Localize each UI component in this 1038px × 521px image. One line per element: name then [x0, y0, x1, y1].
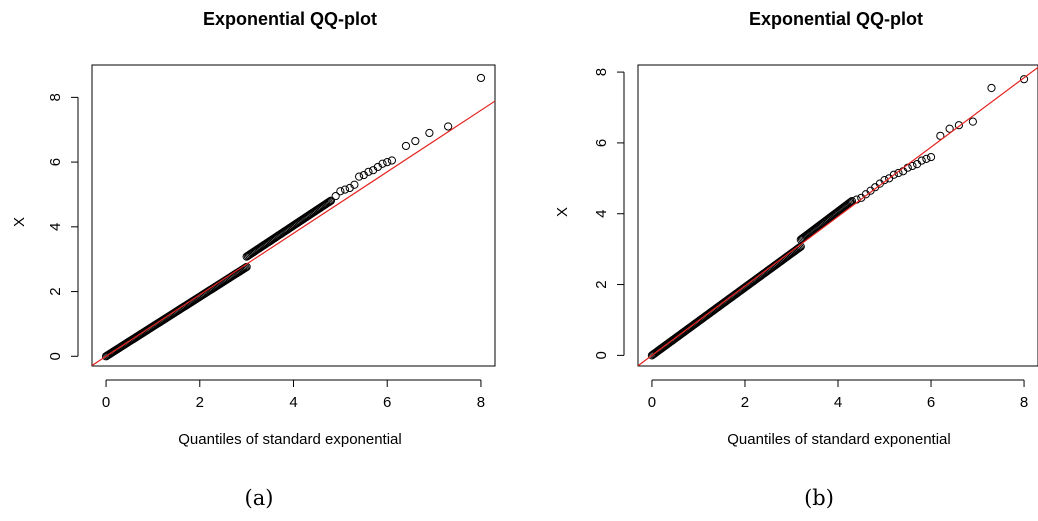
x-tick-label: 4	[289, 394, 297, 411]
data-point	[324, 198, 333, 207]
caption: (a)	[245, 486, 274, 510]
data-point	[350, 180, 359, 189]
x-tick-label: 2	[741, 394, 749, 411]
data-point	[912, 160, 922, 169]
plot-box	[91, 64, 496, 367]
plot-box	[637, 64, 1038, 367]
qq-plot-panel-b: 0 2 4 6 8 0 2 4 6 8 Exponential QQ-plot Quantiles…	[519, 0, 1038, 521]
data-point	[926, 152, 936, 162]
data-point	[847, 196, 857, 206]
caption: (b)	[804, 486, 834, 510]
chart-title: Exponential QQ-plot	[749, 9, 923, 29]
x-tick-label: 6	[927, 394, 935, 411]
qq-plot-a: 0 2 4 6 8 0 2 4 6 8 Exponential QQ-plot Quantiles…	[11, 9, 496, 510]
data-point	[917, 156, 926, 165]
data-point	[954, 121, 964, 130]
reference-line	[638, 66, 1038, 366]
data-point	[987, 83, 996, 93]
data-point	[364, 167, 373, 176]
y-axis-title: X	[554, 207, 571, 217]
x-tick-label: 4	[834, 394, 842, 411]
data-point	[326, 196, 336, 205]
data-point	[945, 124, 954, 133]
y-tick-label: 8	[593, 68, 610, 76]
x-tick-label: 2	[196, 394, 204, 411]
data-point	[331, 191, 340, 201]
y-tick-label: 8	[47, 93, 64, 101]
qq-plot-panel-a: 0 2 4 6 8 0 2 4 6 8 Exponential QQ-plot Quantiles…	[11, 9, 496, 510]
data-point	[387, 156, 397, 165]
data-point	[340, 185, 350, 194]
axes: 0 2 4 6 8 0 2 4 6 8	[47, 93, 485, 411]
data-point	[444, 122, 453, 131]
data-point	[908, 161, 917, 171]
data-point	[336, 187, 345, 196]
y-tick-label: 0	[47, 352, 64, 360]
data-point	[1019, 75, 1029, 84]
reference-line	[92, 100, 495, 366]
data-point	[476, 73, 486, 83]
x-axis-title: Quantiles of standard exponential	[727, 431, 950, 448]
data-point	[425, 128, 434, 138]
x-tick-label: 0	[648, 394, 656, 411]
x-tick-label: 8	[1020, 394, 1028, 411]
data-point	[411, 136, 420, 146]
x-tick-label: 6	[383, 394, 391, 411]
data-point	[846, 197, 855, 207]
data-point	[880, 175, 889, 185]
data-point	[383, 157, 392, 167]
x-tick-label: 8	[477, 394, 485, 411]
chart-title: Exponential QQ-plot	[203, 9, 377, 29]
y-tick-label: 2	[593, 280, 610, 288]
y-tick-label: 6	[593, 139, 610, 147]
reference-line-layer	[92, 100, 495, 366]
y-tick-label: 6	[47, 158, 64, 166]
y-axis-title: X	[11, 217, 28, 227]
data-point	[325, 197, 334, 206]
data-point	[936, 131, 945, 140]
data-point	[889, 170, 898, 179]
data-point	[845, 198, 854, 207]
data-point	[894, 168, 903, 178]
data-point	[355, 172, 364, 181]
y-tick-label: 4	[47, 223, 64, 231]
y-tick-label: 4	[593, 210, 610, 218]
y-tick-label: 0	[593, 351, 610, 359]
data-point	[378, 159, 387, 168]
data-point	[401, 141, 411, 151]
qq-plot-b: 0 2 4 6 8 0 2 4 6 8 Exponential QQ-plot Quantiles…	[554, 9, 1038, 510]
axes: 0 2 4 6 8 0 2 4 6 8	[593, 68, 1028, 411]
reference-line-layer	[638, 66, 1038, 366]
data-point	[922, 154, 931, 163]
points-layer	[647, 75, 1029, 360]
plot-frame	[91, 64, 496, 367]
points-layer	[101, 73, 486, 361]
y-tick-label: 2	[47, 287, 64, 295]
plot-frame	[637, 64, 1038, 367]
data-point	[968, 117, 977, 126]
x-tick-label: 0	[102, 394, 110, 411]
x-axis-title: Quantiles of standard exponential	[178, 431, 401, 448]
